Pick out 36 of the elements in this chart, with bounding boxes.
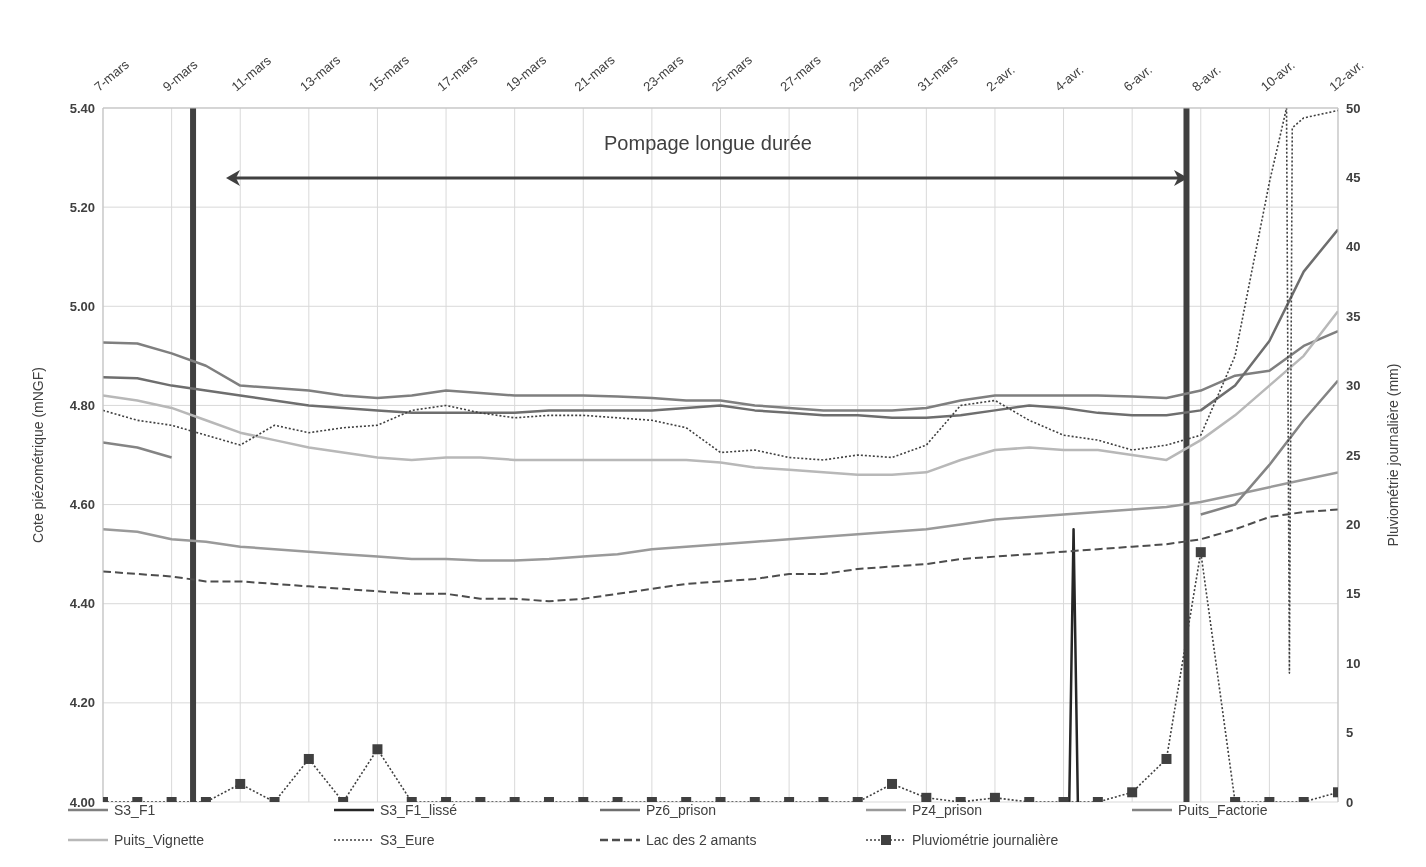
y2-tick-label: 50 [1346, 100, 1361, 116]
y-tick-label: 4.40 [69, 596, 95, 612]
legend-label: S3_Eure [380, 832, 435, 848]
x-tick-label: 4-avr. [1051, 61, 1087, 95]
y-tick-label: 5.20 [69, 199, 95, 215]
legend-label: Pz6_prison [646, 802, 717, 818]
y-tick-label: 4.60 [69, 497, 95, 513]
y2-tick-label: 0 [1346, 794, 1354, 810]
legend-label: Pluviométrie journalière [912, 832, 1059, 848]
legend-label: S3_F1 [114, 802, 156, 818]
annotation: Pompage longue durée [603, 132, 813, 155]
y-tick-label: 4.20 [69, 695, 95, 711]
y-tick-label: 4.00 [69, 794, 95, 810]
legend-label: S3_F1_lissé [380, 802, 458, 818]
line-series [103, 508, 1338, 603]
y-tick-label: 4.80 [69, 398, 95, 414]
y2-tick-label: 25 [1346, 447, 1361, 463]
y2-tick-label: 20 [1346, 517, 1361, 533]
y-tick-label: 5.00 [69, 298, 95, 314]
y2-tick-label: 35 [1346, 308, 1361, 324]
y-axis-title: Cote piézométrique (mNGF) [29, 367, 46, 543]
y2-tick-label: 5 [1346, 725, 1354, 741]
line-series [103, 329, 1338, 412]
legend-label: Puits_Vignette [114, 832, 205, 848]
y2-tick-label: 40 [1346, 239, 1361, 255]
legend-label: Puits_Factorie [1178, 802, 1268, 818]
y2-tick-label: 30 [1346, 378, 1361, 394]
legend-label: Lac des 2 amants [646, 832, 757, 848]
line-series [103, 471, 1338, 562]
y2-tick-label: 15 [1346, 586, 1361, 602]
legend-label: Pz4_prison [912, 802, 983, 818]
line-series [103, 228, 1338, 420]
y-tick-label: 5.40 [69, 100, 95, 116]
y2-axis-title: Pluviométrie journalière (mm) [1384, 363, 1401, 547]
y2-tick-label: 10 [1346, 655, 1361, 671]
y2-tick-label: 45 [1346, 170, 1361, 186]
